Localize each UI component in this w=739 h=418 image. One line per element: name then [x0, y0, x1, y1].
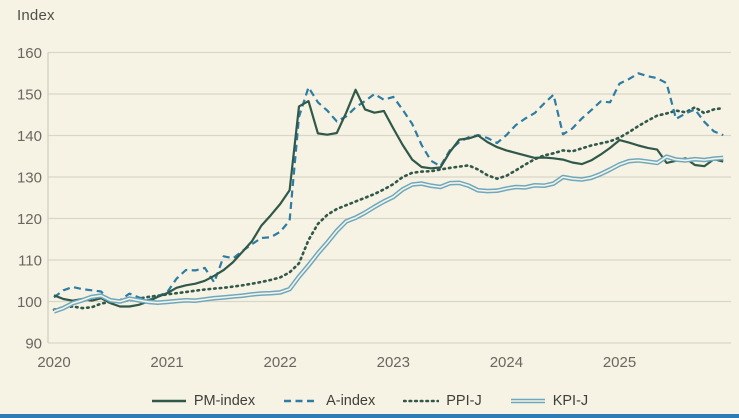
legend-item-PM-index: PM-index	[151, 393, 255, 409]
y-tick-label: 120	[17, 211, 42, 228]
legend-label: PPI-J	[446, 393, 482, 409]
series-PPI-J	[52, 106, 725, 312]
y-tick-label: 100	[17, 294, 42, 311]
y-tick-label: 130	[17, 170, 42, 187]
series-A-index	[53, 72, 724, 303]
series-PM-index	[53, 88, 724, 308]
y-tick-label: 110	[18, 253, 42, 270]
legend-item-A-index: A-index	[283, 393, 375, 409]
y-tick-label: 150	[17, 87, 42, 104]
legend-item-KPI-J: KPI-J	[510, 393, 588, 409]
y-axis-title: Index	[17, 7, 55, 24]
x-tick-label: 2024	[490, 354, 523, 371]
series-KPI-J-outer	[53, 154, 724, 314]
y-tick-label: 140	[17, 128, 42, 145]
legend-label: A-index	[326, 393, 376, 409]
x-tick-label: 2022	[264, 354, 297, 371]
x-tick-label: 2021	[150, 354, 183, 371]
bottom-accent-bar	[0, 414, 739, 418]
legend-label: KPI-J	[552, 393, 589, 409]
legend-swatch-double-line-icon	[510, 398, 545, 404]
legend: PM-index A-index PPI-J KPI-J	[0, 393, 739, 409]
y-tick-label: 90	[25, 336, 42, 353]
y-tick-label: 160	[17, 45, 42, 62]
x-tick-label: 2023	[377, 354, 410, 371]
legend-label: PM-index	[193, 393, 256, 409]
legend-swatch-dotted-line-icon	[403, 399, 440, 403]
legend-swatch-solid-line-icon	[151, 399, 186, 403]
series-KPI-J-inner	[53, 155, 724, 313]
x-tick-label: 2020	[37, 354, 70, 371]
legend-item-PPI-J: PPI-J	[403, 393, 482, 409]
legend-swatch-dashed-line-icon	[284, 399, 319, 403]
x-tick-label: 2025	[603, 354, 636, 371]
